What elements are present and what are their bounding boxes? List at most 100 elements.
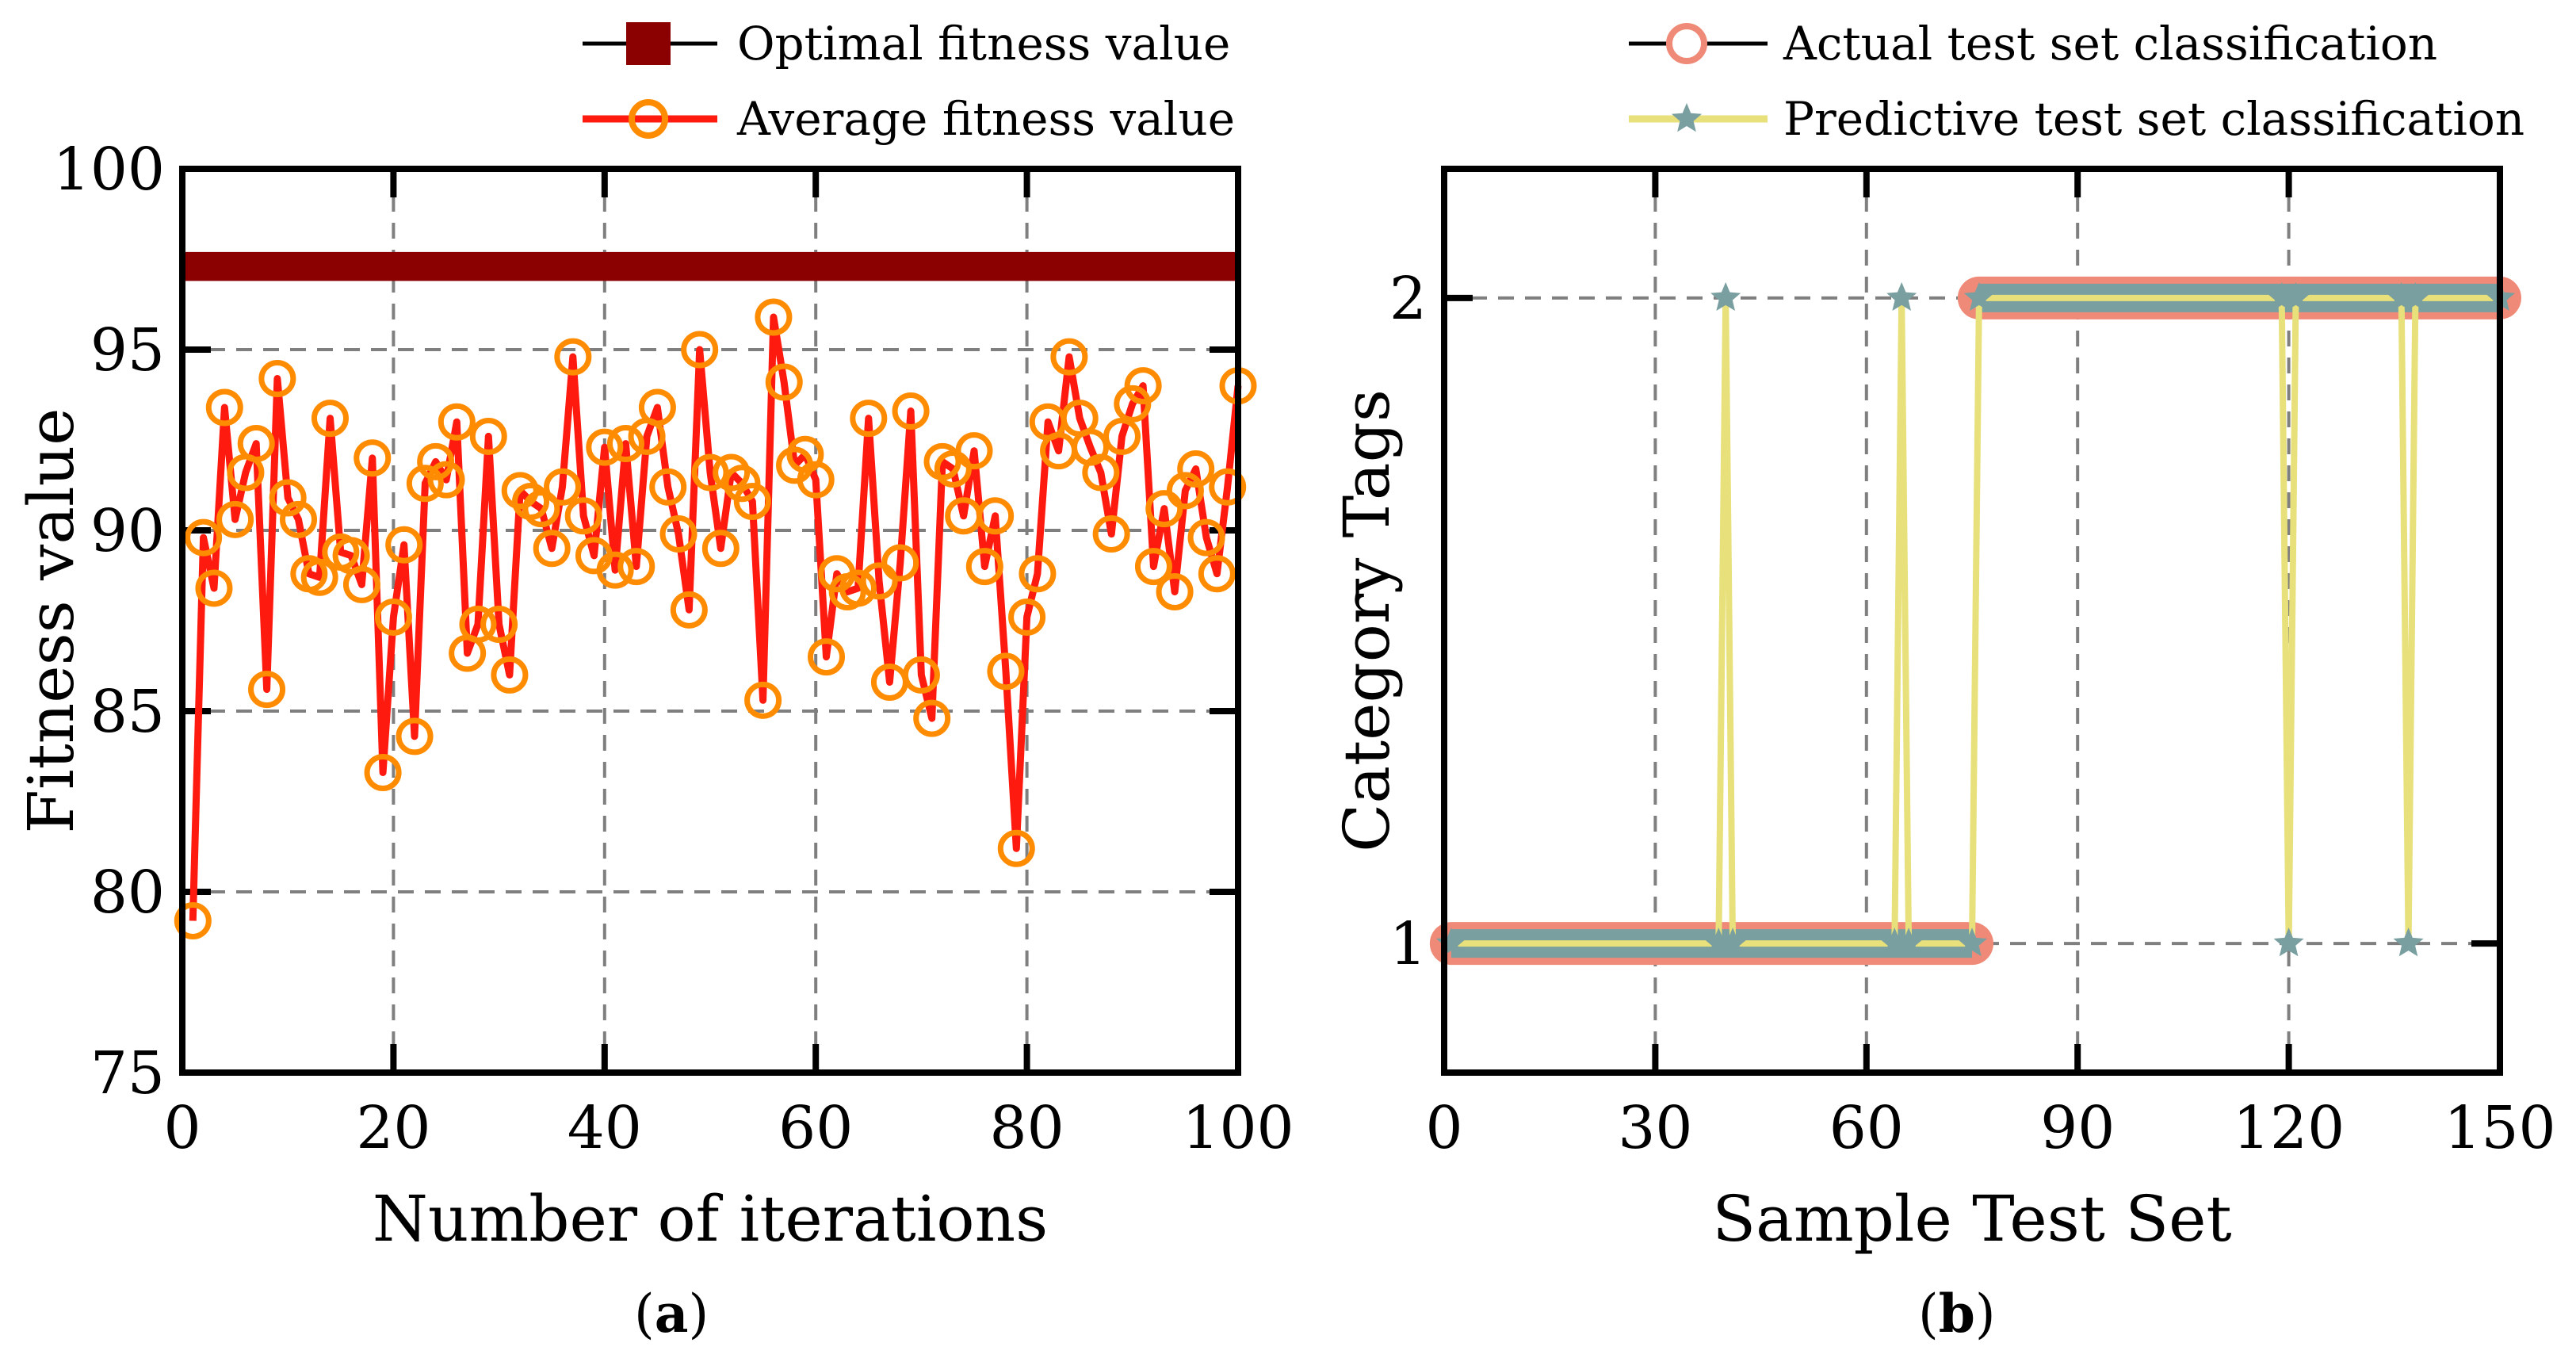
average-fitness-point (586, 428, 624, 466)
average-fitness-point (1156, 573, 1194, 611)
y-tick-label-b: 2 (1389, 265, 1427, 333)
average-fitness-point (438, 403, 476, 441)
predictive-point (1886, 281, 1917, 311)
x-tick-label-a: 60 (778, 1094, 853, 1162)
average-fitness-point (797, 461, 835, 499)
average-fitness-point (755, 298, 793, 336)
average-fitness-point (374, 598, 412, 636)
predictive-point (1710, 281, 1741, 311)
legend-a-optimal-marker (626, 22, 671, 65)
y-axis-label-b: Category Tags (1330, 389, 1404, 852)
y-tick-label-a: 100 (53, 136, 165, 204)
average-fitness-point (723, 465, 761, 503)
average-fitness-point (733, 483, 771, 521)
x-tick-label-a: 20 (356, 1094, 430, 1162)
average-fitness-point (185, 518, 223, 557)
average-fitness-point (1050, 338, 1088, 376)
legend-b-item-predictive: Predictive test set classification (1629, 92, 2524, 146)
x-tick-label-a: 80 (990, 1094, 1064, 1162)
average-fitness-point (850, 400, 888, 438)
average-fitness-point (1198, 555, 1236, 593)
average-fitness-point (280, 500, 318, 538)
average-fitness-point (965, 548, 1003, 586)
x-axis-label-a: Number of iterations (373, 1182, 1048, 1256)
average-fitness-point (934, 449, 972, 488)
average-fitness-point (501, 472, 539, 510)
caption-b: (b) (1918, 1283, 1996, 1345)
average-fitness-point (522, 490, 560, 528)
caption-a-letter: a (655, 1283, 689, 1345)
average-fitness-point (670, 591, 708, 629)
average-fitness-point (713, 453, 751, 492)
x-tick-label-a: 40 (568, 1094, 642, 1162)
caption-a: (a) (634, 1283, 709, 1345)
predictive-point (2273, 928, 2304, 957)
plot-frame-a (179, 166, 1241, 1076)
average-fitness-point (1008, 598, 1046, 636)
average-fitness-point (902, 656, 940, 694)
predictive-point (1963, 281, 1994, 311)
average-fitness-point (385, 526, 423, 564)
average-fitness-point (681, 331, 719, 369)
x-tick-label-b: 120 (2233, 1094, 2345, 1162)
legend-b-predictive-label: Predictive test set classification (1783, 92, 2524, 146)
average-fitness-point (469, 417, 507, 455)
average-fitness-point (955, 432, 993, 470)
average-fitness-point (1134, 548, 1172, 586)
average-fitness-point (417, 442, 455, 480)
legend-b-predictive-marker (1672, 103, 1702, 132)
average-fitness-point (205, 388, 243, 427)
average-fitness-point (987, 652, 1025, 690)
legend-b: Actual test set classification Predictiv… (1629, 17, 2524, 146)
average-fitness-point (459, 606, 497, 644)
average-fitness-point (311, 400, 349, 438)
average-fitness-point (1177, 449, 1215, 488)
y-axis-label-a: Fitness value (14, 408, 88, 834)
x-tick-label-b: 0 (1425, 1094, 1462, 1162)
y-tick-label-a: 85 (90, 678, 165, 746)
average-fitness-point (427, 461, 465, 499)
average-fitness-point (258, 359, 296, 397)
average-fitness-point (649, 468, 687, 506)
grid-a (182, 169, 1238, 1073)
average-fitness-point (659, 515, 698, 553)
average-fitness-point (892, 392, 930, 430)
average-fitness-point (480, 606, 518, 644)
legend-a-item-average: Average fitness value (583, 92, 1235, 146)
predictive-point (1894, 928, 1924, 957)
average-fitness-point (174, 901, 212, 939)
average-fitness-point (765, 363, 803, 401)
legend-a-item-optimal: Optimal fitness value (583, 17, 1230, 71)
average-fitness-point (701, 530, 740, 568)
average-fitness-point (596, 551, 634, 589)
plot-frame-b (1441, 166, 2503, 1076)
predictive-classification-markers (1435, 281, 2515, 957)
average-fitness-point (1103, 417, 1141, 455)
y-tick-label-a: 75 (90, 1039, 165, 1107)
optimal-fitness-band (182, 251, 1238, 281)
average-fitness-point (913, 699, 951, 737)
average-fitness-point (617, 548, 655, 586)
legend-b-actual-marker (1666, 23, 1707, 64)
y-tick-label-a: 90 (90, 497, 165, 565)
legend-a-optimal-label: Optimal fitness value (737, 17, 1230, 71)
average-fitness-point (544, 468, 582, 506)
average-fitness-point (195, 569, 233, 607)
average-fitness-point (342, 565, 380, 603)
average-fitness-point (606, 425, 644, 463)
average-fitness-point (564, 497, 602, 535)
average-fitness-markers (174, 298, 1257, 939)
y-tick-label-b: 1 (1389, 910, 1427, 978)
y-tick-label-a: 95 (90, 316, 165, 384)
predictive-point (1957, 928, 1987, 957)
predictive-point (2400, 281, 2431, 311)
average-fitness-point (977, 497, 1015, 535)
average-fitness-point (638, 388, 676, 427)
predictive-point (2280, 281, 2311, 311)
x-tick-label-b: 60 (1829, 1094, 1904, 1162)
y-tick-label-a: 80 (90, 859, 165, 927)
average-fitness-point (691, 453, 729, 492)
average-fitness-point (300, 558, 338, 596)
chart-b: Actual test set classification Predictiv… (1330, 17, 2556, 1345)
